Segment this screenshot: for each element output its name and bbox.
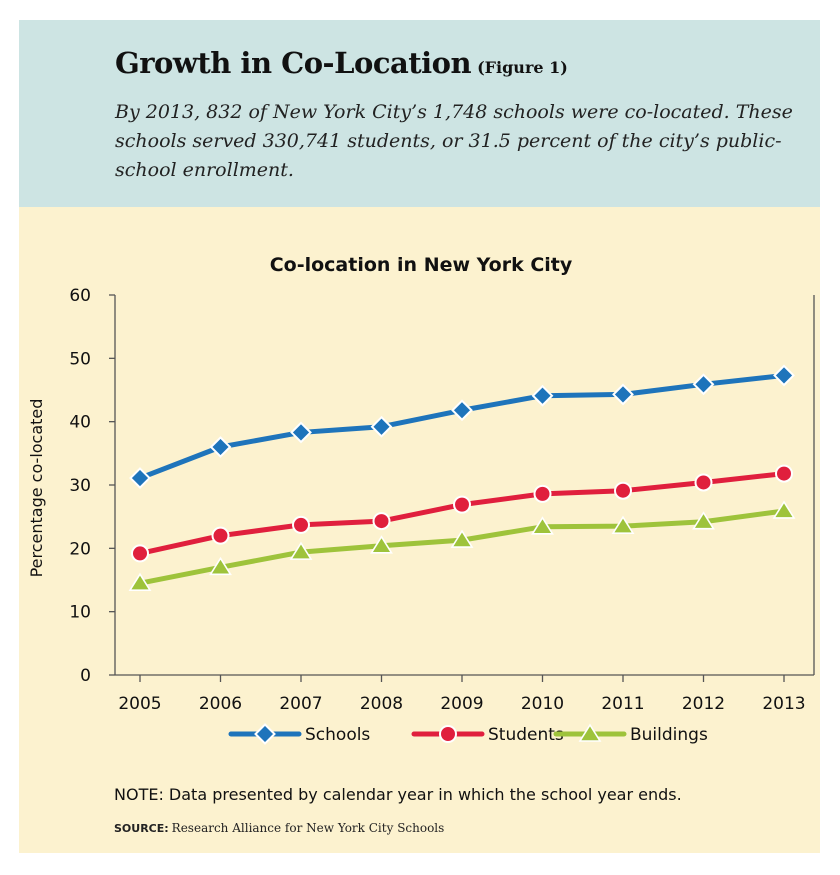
students-point bbox=[453, 495, 471, 514]
x-tick-label: 2007 bbox=[279, 694, 322, 714]
schools-point bbox=[692, 373, 715, 396]
source-text: Research Alliance for New York City Scho… bbox=[171, 821, 445, 835]
buildings-point bbox=[692, 511, 715, 530]
students-point bbox=[131, 544, 149, 563]
schools-point bbox=[612, 383, 634, 406]
source-line: SOURCE: Research Alliance for New York C… bbox=[114, 821, 444, 836]
axes: 0 10 20 30 40 50 60 2005 2006 2007 2008 2009 2010 201… bbox=[69, 286, 815, 714]
y-tick-label: 0 bbox=[80, 666, 91, 686]
students-point bbox=[694, 473, 713, 492]
buildings-point bbox=[531, 516, 554, 535]
legend-label: Buildings bbox=[630, 725, 708, 745]
students-point bbox=[211, 526, 230, 545]
x-tick-label: 2006 bbox=[199, 694, 242, 714]
y-tick-label: 20 bbox=[69, 539, 91, 559]
schools-point bbox=[531, 384, 554, 407]
y-axis-label: Percentage co-located bbox=[27, 399, 46, 578]
series-students bbox=[131, 464, 793, 563]
legend-swatch-marker bbox=[439, 725, 457, 743]
y-tick-label: 30 bbox=[69, 476, 91, 496]
y-tick-label: 40 bbox=[69, 413, 91, 433]
title-row: Growth in Co-Location (Figure 1) bbox=[115, 46, 568, 80]
students-point bbox=[292, 515, 310, 534]
buildings-point bbox=[209, 556, 232, 576]
y-tick-label: 60 bbox=[69, 286, 91, 306]
x-tick-label: 2013 bbox=[762, 694, 805, 714]
x-tick-label: 2012 bbox=[682, 694, 725, 714]
x-tick-label: 2005 bbox=[118, 694, 161, 714]
source-label: SOURCE: bbox=[114, 822, 169, 835]
schools-point bbox=[129, 467, 151, 489]
y-tick-label: 50 bbox=[69, 349, 91, 369]
figure-subtitle: By 2013, 832 of New York City’s 1,748 sc… bbox=[115, 101, 793, 181]
students-point bbox=[533, 484, 552, 503]
x-tick-label: 2009 bbox=[440, 694, 483, 714]
students-point bbox=[372, 512, 391, 531]
chart-note: NOTE: Data presented by calendar year in… bbox=[114, 785, 682, 804]
legend-item-students: Students bbox=[411, 725, 564, 745]
figure: Growth in Co-Location (Figure 1) By 2013… bbox=[19, 20, 820, 853]
buildings-point bbox=[370, 535, 393, 554]
x-tick-label: 2011 bbox=[601, 694, 644, 714]
schools-point bbox=[773, 364, 795, 387]
series-layer bbox=[128, 364, 796, 591]
chart-panel bbox=[19, 207, 820, 853]
figure-number-label: (Figure 1) bbox=[477, 58, 568, 77]
line-chart: Co-location in New York City Percentage … bbox=[27, 254, 815, 745]
legend-swatch-marker bbox=[578, 723, 602, 742]
x-tick-label: 2010 bbox=[521, 694, 564, 714]
legend: Schools Students Buildings bbox=[228, 723, 708, 745]
chart-title: Co-location in New York City bbox=[270, 254, 573, 276]
legend-label: Schools bbox=[305, 725, 370, 745]
figure-header: Growth in Co-Location (Figure 1) By 2013… bbox=[19, 20, 820, 207]
schools-point bbox=[451, 399, 473, 422]
legend-label: Students bbox=[488, 725, 564, 745]
figure-title: Growth in Co-Location bbox=[115, 46, 472, 80]
buildings-point bbox=[128, 572, 152, 591]
series-buildings bbox=[128, 500, 796, 591]
buildings-point bbox=[611, 515, 635, 534]
students-point bbox=[614, 481, 632, 500]
schools-point bbox=[209, 436, 232, 458]
buildings-point bbox=[450, 529, 474, 548]
buildings-point bbox=[289, 541, 313, 560]
legend-item-schools: Schools bbox=[228, 723, 370, 745]
legend-item-buildings: Buildings bbox=[553, 723, 708, 745]
legend-swatch-marker bbox=[254, 723, 276, 745]
schools-point bbox=[370, 415, 393, 438]
schools-point bbox=[290, 421, 312, 444]
schools-line bbox=[137, 372, 787, 481]
students-point bbox=[775, 464, 793, 483]
series-schools bbox=[129, 364, 795, 489]
buildings-point bbox=[772, 500, 796, 519]
x-tick-label: 2008 bbox=[360, 694, 403, 714]
y-tick-label: 10 bbox=[69, 603, 91, 623]
